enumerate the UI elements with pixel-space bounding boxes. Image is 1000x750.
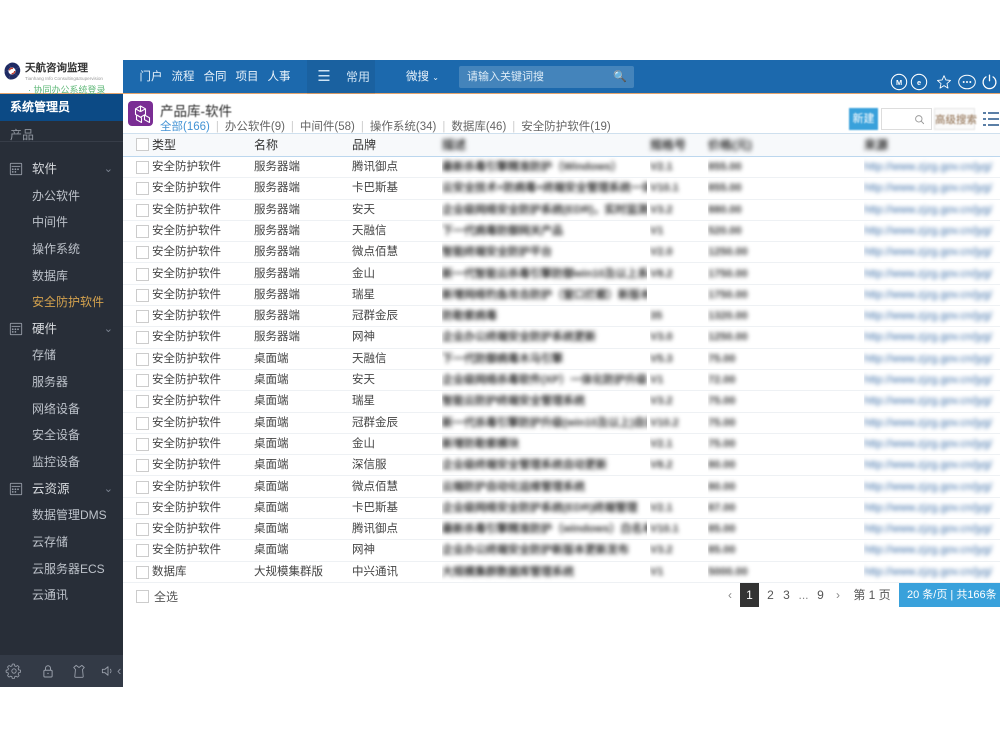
svg-text:e: e <box>917 78 921 87</box>
svg-text:M: M <box>896 78 902 87</box>
